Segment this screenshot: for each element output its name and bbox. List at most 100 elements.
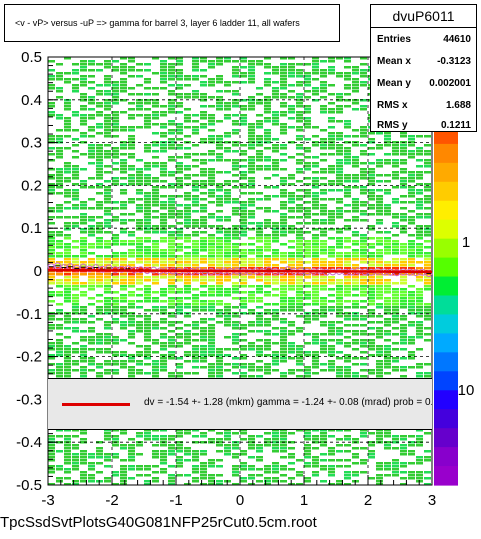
heat-cell bbox=[280, 195, 287, 198]
heat-cell bbox=[272, 159, 279, 162]
heat-cell bbox=[168, 99, 175, 102]
heat-cell bbox=[328, 216, 335, 219]
heat-cell bbox=[176, 183, 183, 186]
heat-cell bbox=[48, 255, 55, 258]
stat-entries: Entries 44610 bbox=[377, 29, 471, 51]
heat-cell bbox=[416, 147, 423, 150]
heat-cell bbox=[280, 180, 287, 183]
heat-cell bbox=[344, 180, 351, 183]
heat-cell bbox=[424, 375, 431, 378]
heat-cell bbox=[272, 480, 279, 483]
heat-cell bbox=[352, 285, 359, 288]
heat-cell bbox=[240, 66, 247, 69]
heat-cell bbox=[88, 81, 95, 84]
heat-cell bbox=[264, 294, 271, 297]
heat-cell bbox=[280, 354, 287, 357]
heat-cell bbox=[120, 366, 127, 369]
heat-cell bbox=[408, 177, 415, 180]
heat-cell bbox=[224, 135, 231, 138]
heat-cell bbox=[344, 75, 351, 78]
heat-cell bbox=[384, 159, 391, 162]
heat-cell bbox=[120, 429, 127, 432]
heat-cell bbox=[184, 459, 191, 462]
heat-cell bbox=[168, 303, 175, 306]
heat-cell bbox=[408, 246, 415, 249]
heat-cell bbox=[280, 345, 287, 348]
heat-cell bbox=[248, 258, 255, 261]
heat-cell bbox=[408, 252, 415, 255]
heat-cell bbox=[152, 375, 159, 378]
heat-cell bbox=[184, 291, 191, 294]
heat-cell bbox=[328, 57, 335, 60]
heat-cell bbox=[360, 99, 367, 102]
heat-cell bbox=[160, 87, 167, 90]
heat-cell bbox=[264, 210, 271, 213]
heat-cell bbox=[136, 192, 143, 195]
heat-cell bbox=[136, 189, 143, 192]
heat-cell bbox=[392, 246, 399, 249]
heat-cell bbox=[360, 150, 367, 153]
heat-cell bbox=[392, 267, 399, 270]
heat-cell bbox=[320, 342, 327, 345]
heat-cell bbox=[168, 147, 175, 150]
heat-cell bbox=[144, 237, 151, 240]
heat-cell bbox=[144, 288, 151, 291]
heat-cell bbox=[96, 177, 103, 180]
heat-cell bbox=[208, 342, 215, 345]
heat-cell bbox=[344, 246, 351, 249]
heat-cell bbox=[72, 72, 79, 75]
heat-cell bbox=[56, 255, 63, 258]
heat-cell bbox=[280, 330, 287, 333]
heat-cell bbox=[376, 252, 383, 255]
heat-cell bbox=[224, 105, 231, 108]
heat-cell bbox=[256, 126, 263, 129]
heat-cell bbox=[320, 432, 327, 435]
heat-cell bbox=[232, 162, 239, 165]
heat-cell bbox=[384, 435, 391, 438]
heat-cell bbox=[224, 180, 231, 183]
heat-cell bbox=[200, 225, 207, 228]
heat-cell bbox=[392, 186, 399, 189]
heat-cell bbox=[88, 348, 95, 351]
heat-cell bbox=[160, 162, 167, 165]
heat-cell bbox=[192, 63, 199, 66]
heat-cell bbox=[48, 177, 55, 180]
heat-cell bbox=[184, 207, 191, 210]
heat-cell bbox=[168, 102, 175, 105]
heat-cell bbox=[384, 303, 391, 306]
heat-cell bbox=[272, 120, 279, 123]
heat-cell bbox=[192, 234, 199, 237]
heat-cell bbox=[224, 159, 231, 162]
heat-cell bbox=[80, 108, 87, 111]
heat-cell bbox=[48, 135, 55, 138]
heat-cell bbox=[232, 228, 239, 231]
heat-cell bbox=[424, 225, 431, 228]
heat-cell bbox=[112, 456, 119, 459]
heat-cell bbox=[120, 327, 127, 330]
heat-cell bbox=[320, 444, 327, 447]
heat-cell bbox=[56, 78, 63, 81]
heat-cell bbox=[336, 303, 343, 306]
heat-cell bbox=[280, 372, 287, 375]
heat-cell bbox=[112, 267, 119, 270]
heat-cell bbox=[104, 213, 111, 216]
heat-cell bbox=[192, 219, 199, 222]
heat-cell bbox=[304, 246, 311, 249]
heat-cell bbox=[112, 342, 119, 345]
heat-cell bbox=[48, 324, 55, 327]
heat-cell bbox=[296, 237, 303, 240]
heat-cell bbox=[400, 333, 407, 336]
heat-cell bbox=[424, 162, 431, 165]
heat-cell bbox=[232, 168, 239, 171]
heat-cell bbox=[168, 78, 175, 81]
heat-cell bbox=[128, 300, 135, 303]
heat-cell bbox=[160, 435, 167, 438]
heat-cell bbox=[128, 453, 135, 456]
heat-cell bbox=[152, 240, 159, 243]
heat-cell bbox=[352, 234, 359, 237]
heat-cell bbox=[168, 354, 175, 357]
heat-cell bbox=[352, 159, 359, 162]
heat-cell bbox=[176, 126, 183, 129]
heat-cell bbox=[296, 153, 303, 156]
heat-cell bbox=[144, 168, 151, 171]
